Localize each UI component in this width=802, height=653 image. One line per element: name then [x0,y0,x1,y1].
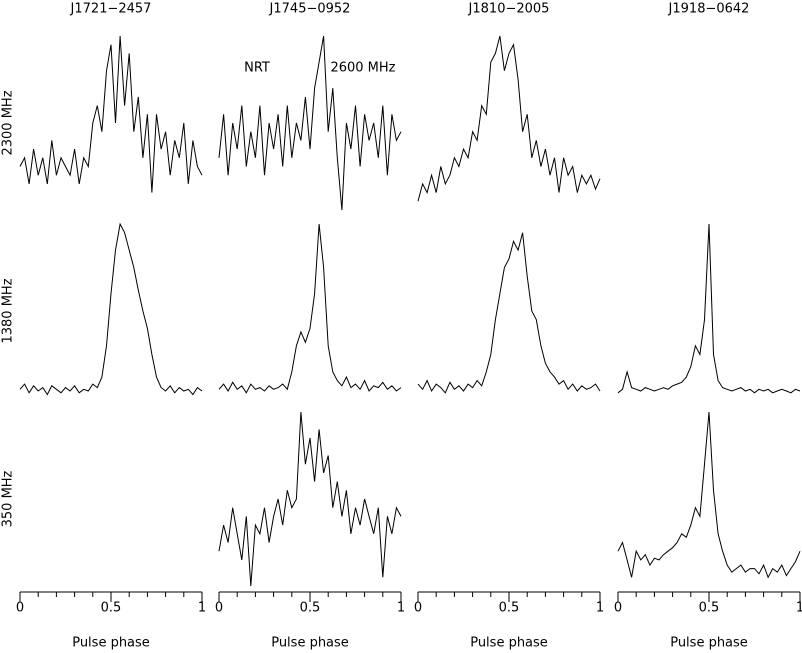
row-label: 350 MHz [1,470,16,527]
x-tick-label: 0.5 [699,601,720,616]
column-title: J1745−0952 [269,2,351,17]
row-label: 1380 MHz [1,278,16,343]
annotation: 2600 MHz [330,61,395,76]
column-title: J1918−0642 [668,2,750,17]
x-axis-label: Pulse phase [271,636,349,651]
column-title: J1721−2457 [70,2,152,17]
profile-line [617,411,801,579]
profile-line [19,35,203,193]
profile-line [617,223,801,394]
x-tick-label: 0.5 [300,601,321,616]
column-title: J1810−2005 [468,2,550,17]
x-axis-label: Pulse phase [72,636,150,651]
x-tick-label: 1 [397,601,405,616]
x-axis-label: Pulse phase [470,636,548,651]
row-label: 2300 MHz [1,90,16,155]
profile-line [19,222,203,396]
x-tick-label: 0 [16,601,24,616]
x-tick-label: 0 [414,601,422,616]
profile-line [417,35,601,202]
x-tick-label: 0.5 [101,601,122,616]
x-tick-label: 1 [198,601,206,616]
x-tick-label: 1 [796,601,802,616]
x-tick-label: 0.5 [499,601,520,616]
x-axis-label: Pulse phase [670,636,748,651]
profile-line [218,223,402,394]
annotation: NRT [244,61,270,76]
x-tick-label: 0 [215,601,223,616]
profile-line [417,232,601,394]
x-tick-label: 1 [596,601,604,616]
profile-line [218,411,402,587]
x-tick-label: 0 [614,601,622,616]
profile-line [218,35,402,211]
